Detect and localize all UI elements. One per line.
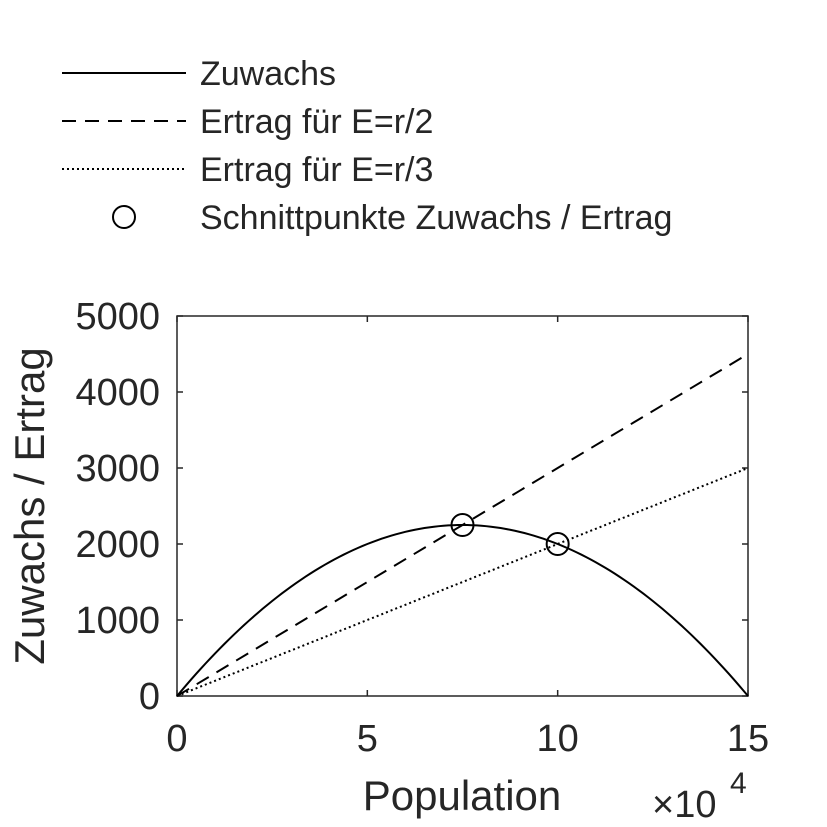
y-tick-label: 2000 bbox=[75, 524, 160, 566]
y-tick-label: 5000 bbox=[75, 296, 160, 338]
series-line-2 bbox=[176, 467, 749, 697]
intersection-marker bbox=[545, 532, 570, 556]
y-tick-label: 1000 bbox=[75, 600, 160, 642]
x-tick-label: 0 bbox=[166, 718, 187, 760]
legend: Zuwachs Ertrag für E=r/2 Ertrag für E=r/… bbox=[62, 55, 672, 237]
legend-label-schnittpunkte: Schnittpunkte Zuwachs / Ertrag bbox=[200, 199, 672, 237]
x-tick-label: 5 bbox=[357, 718, 378, 760]
x-tick-label: 10 bbox=[537, 718, 579, 760]
y-axis-label: Zuwachs / Ertrag bbox=[6, 347, 53, 664]
axes-box bbox=[176, 315, 749, 697]
legend-marker-circle bbox=[112, 205, 136, 229]
series-line-1 bbox=[176, 353, 749, 697]
legend-label-ertrag-r2: Ertrag für E=r/2 bbox=[200, 103, 433, 141]
x-scale-exponent: 4 bbox=[730, 767, 747, 800]
y-tick-label: 3000 bbox=[75, 448, 160, 490]
x-scale-base: ×10 bbox=[652, 784, 716, 826]
y-tick-label: 4000 bbox=[75, 372, 160, 414]
legend-label-ertrag-r3: Ertrag für E=r/3 bbox=[200, 151, 433, 189]
x-scale-factor: ×10 4 bbox=[652, 767, 747, 826]
x-axis-label: Population bbox=[363, 772, 562, 819]
series-line-0 bbox=[176, 523, 749, 697]
x-tick-label: 15 bbox=[727, 718, 769, 760]
series-layer bbox=[176, 353, 749, 697]
legend-label-zuwachs: Zuwachs bbox=[200, 55, 336, 93]
marker-layer bbox=[450, 513, 570, 556]
axis-ticks bbox=[176, 315, 749, 697]
intersection-marker bbox=[450, 513, 475, 537]
tick-labels: 0 5 10 15 0 1000 2000 3000 4000 5000 bbox=[75, 296, 769, 760]
y-tick-label: 0 bbox=[139, 676, 160, 718]
plot-area: 0 5 10 15 0 1000 2000 3000 4000 5000 bbox=[75, 296, 769, 760]
